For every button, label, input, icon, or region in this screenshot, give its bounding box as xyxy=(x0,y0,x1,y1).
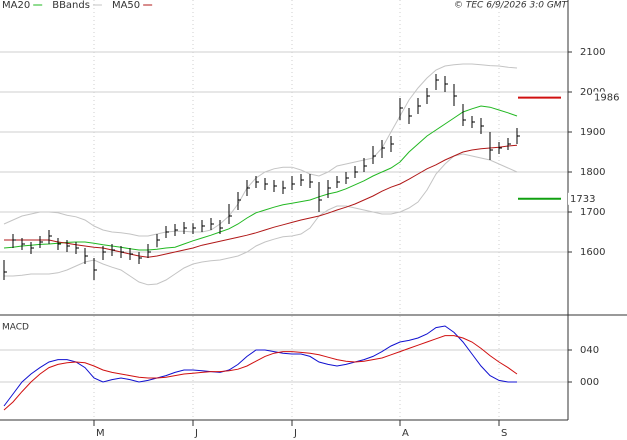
y-tick-label: 2100 xyxy=(580,47,605,58)
x-tick-label: S xyxy=(501,428,507,439)
y-tick-label: 1900 xyxy=(580,127,605,138)
moving-average xyxy=(3,105,518,251)
level-label-bg xyxy=(592,91,622,104)
macd-line xyxy=(3,335,518,411)
source: © TEC 6/9/2026 3:0 GMT xyxy=(454,1,569,11)
x-tick-label: M xyxy=(96,428,105,439)
macd-title: MACD xyxy=(2,323,29,333)
legend-label: MA20 xyxy=(2,0,30,11)
level-label: 1986 xyxy=(594,93,619,104)
level-label-bg xyxy=(568,192,598,205)
x-tick-label: J xyxy=(194,428,198,439)
x-tick-label: J xyxy=(293,428,297,439)
y-tick-label: 1700 xyxy=(580,207,605,218)
y-tick-label: 040 xyxy=(580,345,599,356)
macd-line xyxy=(3,325,517,407)
legend-label: BBands xyxy=(52,0,90,11)
y-tick-label: 1600 xyxy=(580,247,605,258)
bband-upper xyxy=(3,63,518,237)
x-tick-label: A xyxy=(402,428,409,439)
level-label: 1733 xyxy=(570,194,595,205)
y-tick-label: 000 xyxy=(580,377,599,388)
moving-average xyxy=(4,144,518,258)
y-tick-label: 1800 xyxy=(580,167,605,178)
bband-lower xyxy=(4,153,518,286)
legend-label: MA50 xyxy=(112,0,140,11)
